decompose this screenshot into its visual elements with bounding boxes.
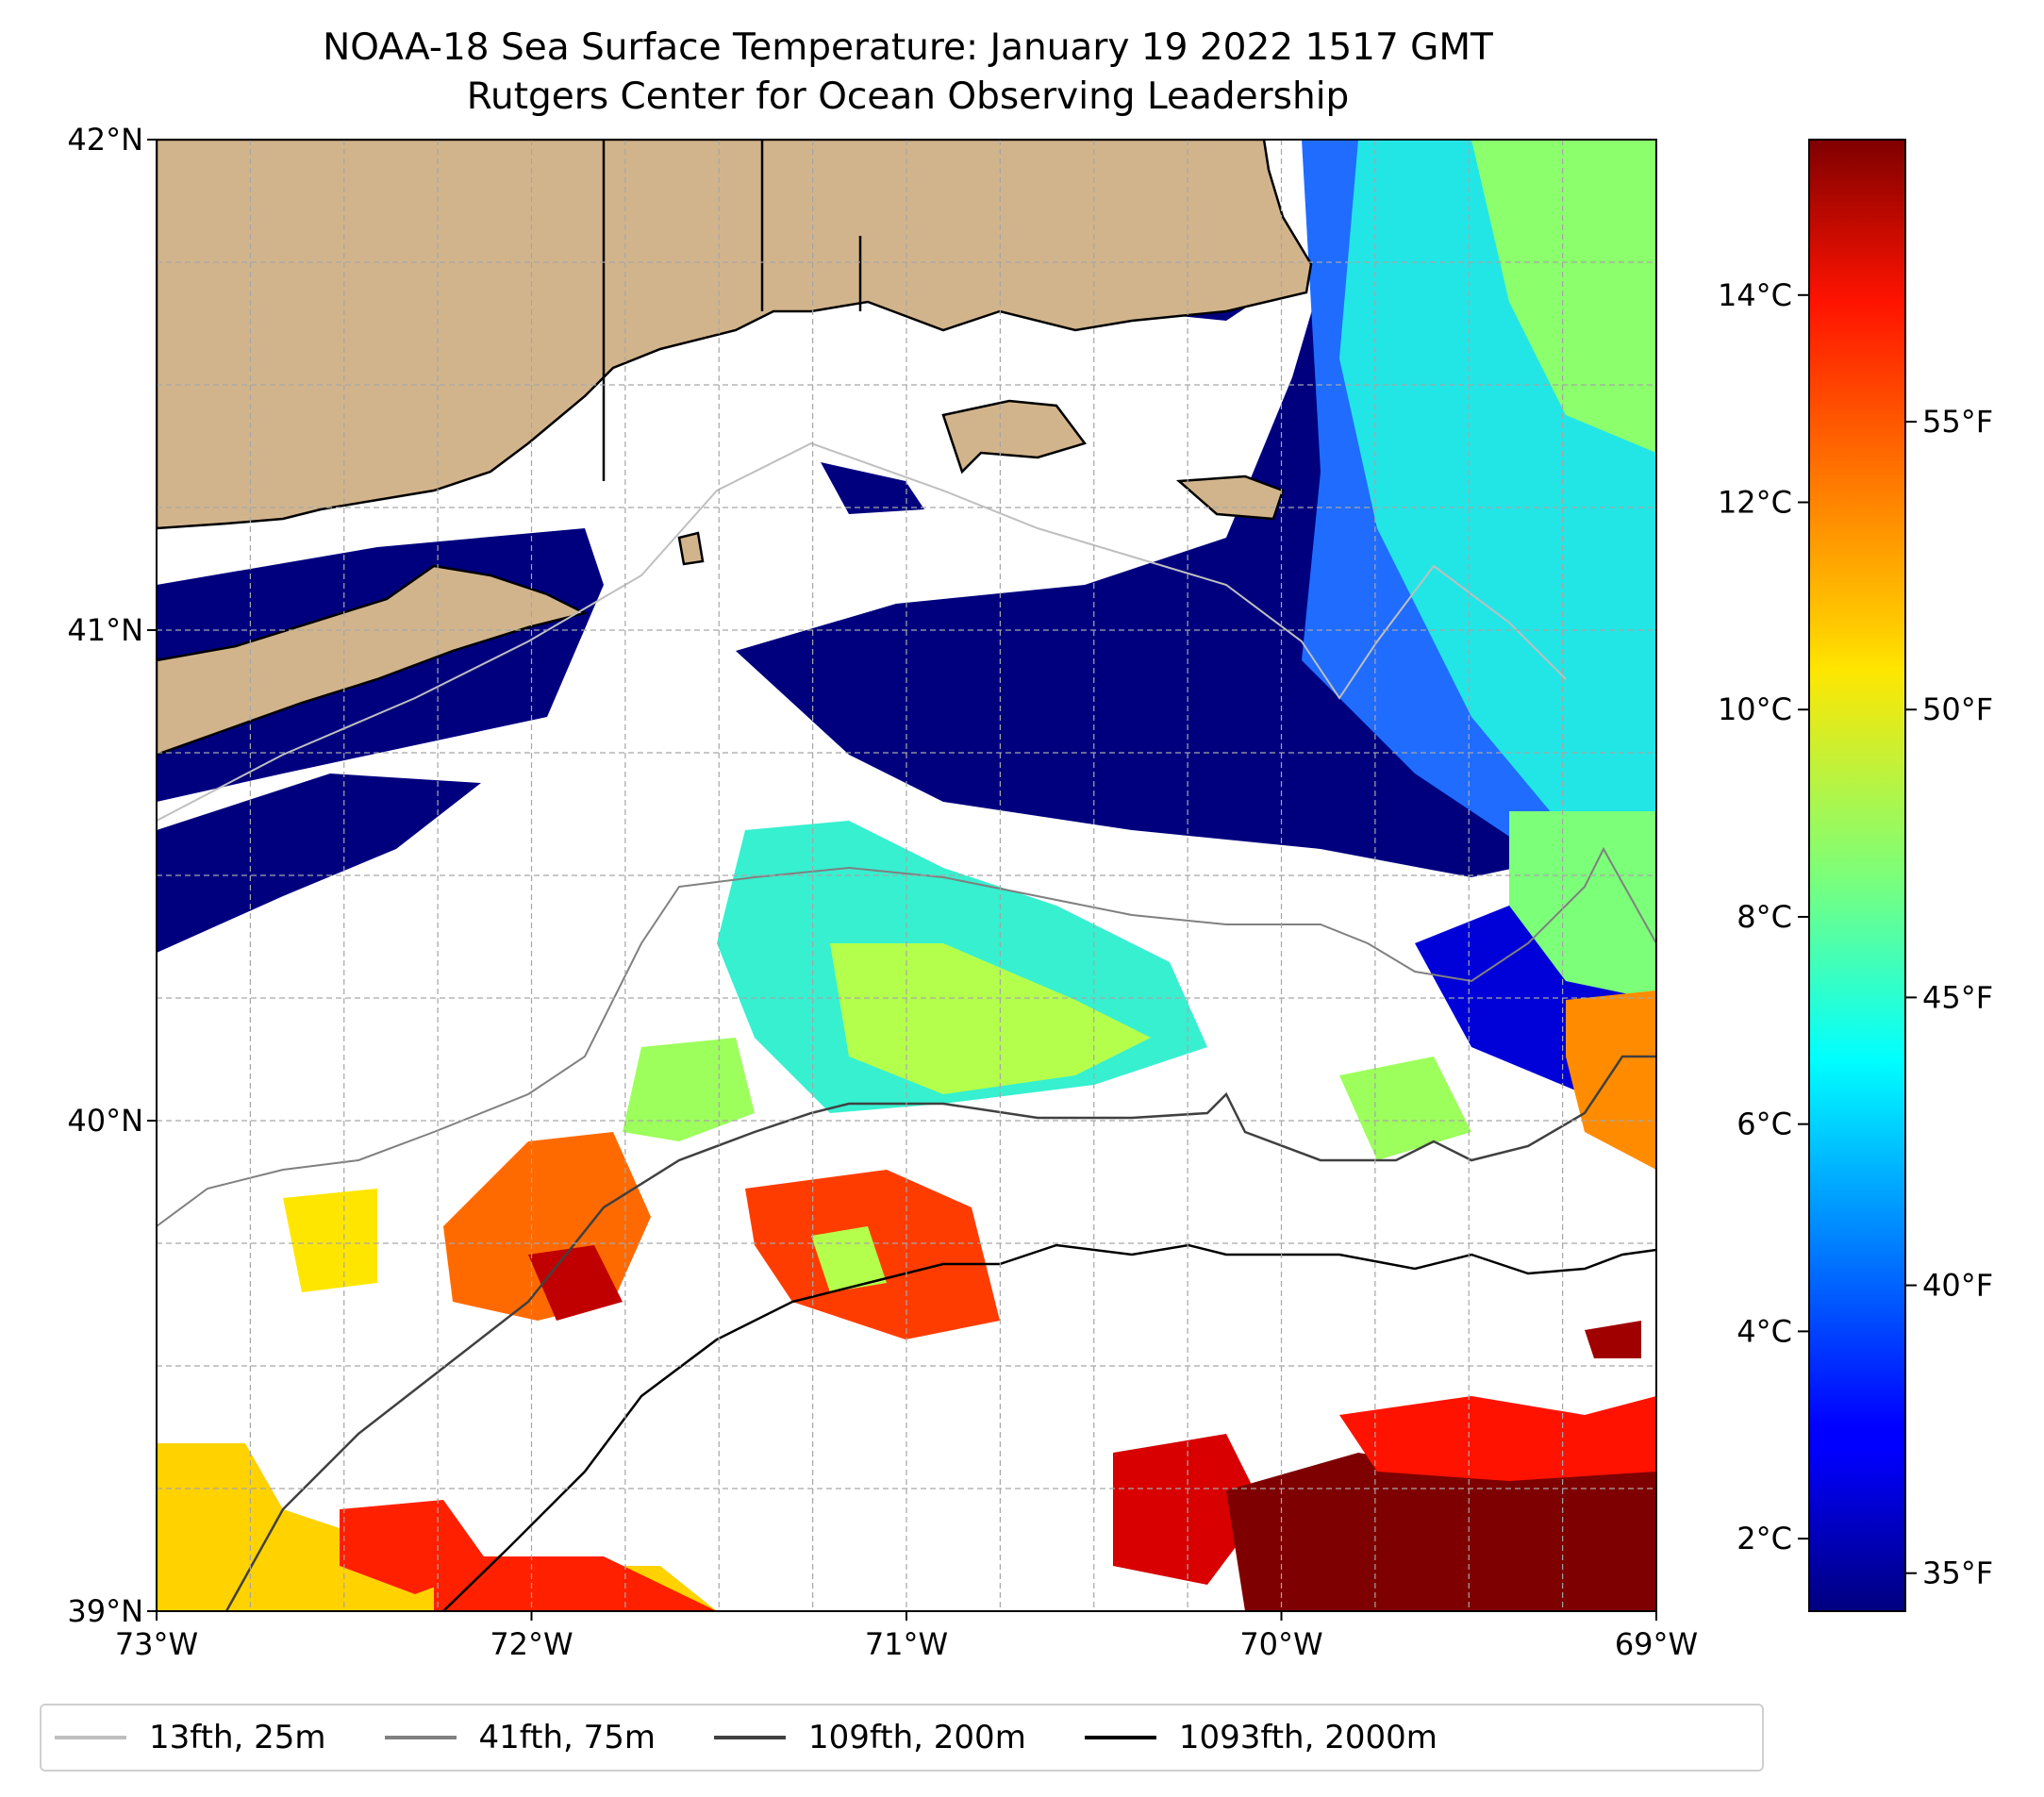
legend-swatch-75m <box>384 1736 457 1739</box>
isobath-200m <box>224 1055 1656 1611</box>
land-marthas-vineyard <box>941 399 1088 474</box>
legend-item-25m: 13fth, 25m <box>55 1719 326 1756</box>
sst-patch-yellow-nj <box>283 1189 377 1292</box>
land-block-island <box>677 531 705 566</box>
sst-patch-warm-east <box>1566 990 1656 1170</box>
sst-patch-cold-ri-sound <box>821 462 924 514</box>
legend-item-200m: 109fth, 200m <box>714 1719 1026 1756</box>
celsius-tick-label: 8°C <box>1737 899 1792 935</box>
fahrenheit-tick-label: 45°F <box>1922 979 1993 1015</box>
lat-tick-label: 42°N <box>67 122 143 158</box>
isobath-lines <box>157 441 1656 1611</box>
sst-patch-red-south-mid <box>434 1556 717 1611</box>
sst-patch-red-southeast <box>1113 1434 1264 1585</box>
colorbar <box>1808 139 1906 1612</box>
isobath-legend: 13fth, 25m 41fth, 75m 109fth, 200m 1093f… <box>40 1704 1764 1772</box>
legend-swatch-25m <box>55 1736 126 1739</box>
isobath-25m <box>157 441 1567 822</box>
sst-patch-green-northeast <box>1471 140 1656 453</box>
isobath-2000m <box>442 1243 1656 1611</box>
celsius-tick-label: 14°C <box>1718 277 1792 313</box>
colorbar-fahrenheit-ticks: 35°F 40°F 45°F 50°F 55°F <box>1905 404 1993 1591</box>
celsius-tick-label: 2°C <box>1737 1521 1792 1556</box>
lat-tick-labels: 42°N 41°N 40°N 39°N <box>67 122 157 1629</box>
sst-patch-warm-slope-west-core <box>528 1245 623 1321</box>
sst-patch-mid-shelf-green <box>830 943 1151 1094</box>
lon-tick-label: 69°W <box>1615 1626 1698 1662</box>
fahrenheit-tick-label: 55°F <box>1922 404 1993 440</box>
legend-label-200m: 109fth, 200m <box>808 1719 1026 1756</box>
celsius-tick-label: 4°C <box>1737 1313 1792 1349</box>
sst-patch-dark-red-southeast <box>1226 1453 1656 1611</box>
land-nantucket <box>1175 474 1285 521</box>
sst-patch-red-southeast-edge <box>1339 1396 1656 1481</box>
sst-patch-east-green-small <box>1339 1057 1471 1160</box>
sst-map <box>157 140 1656 1611</box>
state-boundaries <box>602 140 862 481</box>
lat-tick-label: 41°N <box>67 612 143 648</box>
celsius-tick-label: 10°C <box>1718 691 1792 727</box>
celsius-tick-label: 6°C <box>1737 1106 1792 1142</box>
sst-patch-coastal-cold-nj <box>157 774 481 953</box>
fahrenheit-tick-label: 35°F <box>1922 1556 1993 1591</box>
legend-label-2000m: 1093fth, 2000m <box>1178 1719 1437 1756</box>
colorbar-celsius-ticks: 2°C 4°C 6°C 8°C 10°C 12°C 14°C <box>1718 277 1809 1556</box>
map-graticule <box>157 140 1656 1611</box>
legend-label-75m: 41fth, 75m <box>478 1719 656 1756</box>
sst-patch-slope-green <box>623 1038 755 1141</box>
land-layer <box>157 140 1313 757</box>
sst-patch-cyan-band <box>1339 140 1656 830</box>
legend-swatch-2000m <box>1084 1736 1156 1739</box>
legend-label-25m: 13fth, 25m <box>149 1719 326 1756</box>
land-mainland-new-england <box>157 140 1313 530</box>
legend-item-2000m: 1093fth, 2000m <box>1084 1719 1437 1756</box>
lon-tick-label: 72°W <box>490 1626 573 1662</box>
sst-patch-green-east <box>1509 811 1656 1000</box>
land-long-island <box>157 564 589 757</box>
legend-swatch-200m <box>714 1736 787 1739</box>
legend-item-75m: 41fth, 75m <box>384 1719 656 1756</box>
chart-title: NOAA-18 Sea Surface Temperature: January… <box>323 26 1493 69</box>
lon-tick-label: 73°W <box>115 1626 198 1662</box>
chart-subtitle: Rutgers Center for Ocean Observing Leade… <box>466 75 1350 118</box>
lat-tick-label: 40°N <box>67 1103 143 1139</box>
lon-tick-labels: 73°W 72°W 71°W 70°W 69°W <box>115 1611 1698 1662</box>
lon-tick-label: 71°W <box>865 1626 948 1662</box>
lat-tick-label: 39°N <box>67 1593 143 1629</box>
celsius-tick-label: 12°C <box>1718 485 1792 521</box>
sst-patch-red-east-small <box>1585 1321 1641 1358</box>
isobath-75m <box>157 846 1656 1227</box>
fahrenheit-tick-label: 50°F <box>1922 691 1993 727</box>
lon-tick-label: 70°W <box>1239 1626 1322 1662</box>
fahrenheit-tick-label: 40°F <box>1922 1268 1993 1304</box>
